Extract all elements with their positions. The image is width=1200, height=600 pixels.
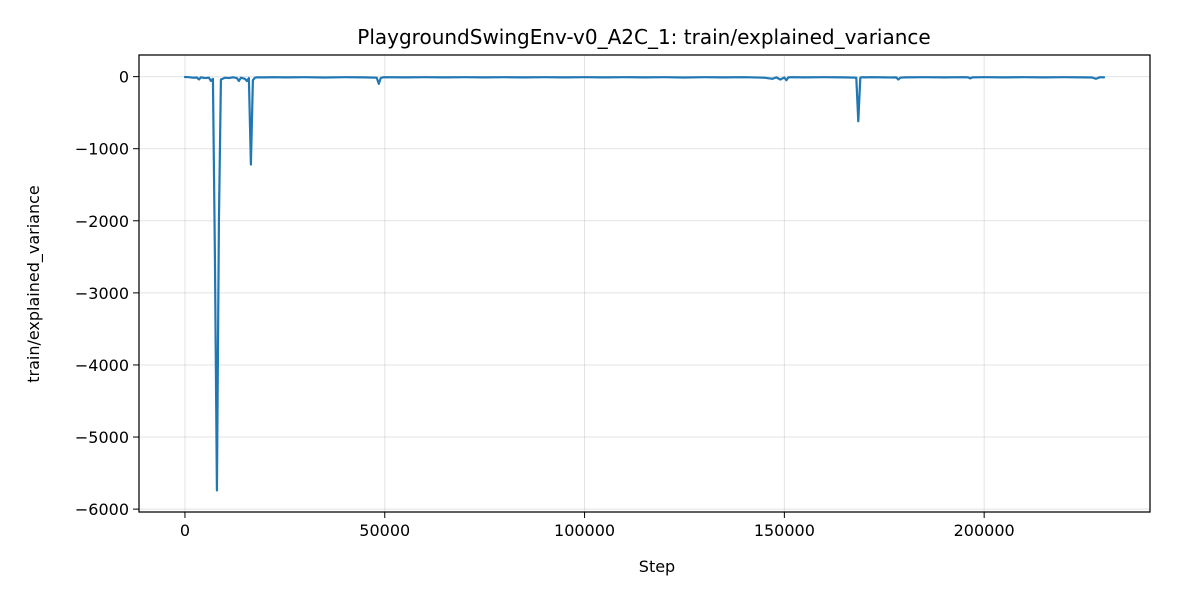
y-tick-label: 0 <box>119 68 129 87</box>
series-line-0 <box>183 75 1106 492</box>
y-tick-label: −1000 <box>75 140 129 159</box>
x-tick-label: 50000 <box>359 521 410 540</box>
series-layer <box>183 75 1106 492</box>
plot-frame <box>138 54 1151 513</box>
chart-title: PlaygroundSwingEnv-v0_A2C_1: train/expla… <box>357 25 930 49</box>
y-tick-label: −5000 <box>75 428 129 447</box>
x-tick-label: 0 <box>180 521 190 540</box>
y-tick-label: −2000 <box>75 212 129 231</box>
x-tick-label: 100000 <box>554 521 615 540</box>
y-tick-label: −6000 <box>75 500 129 519</box>
x-axis-label: Step <box>639 557 675 576</box>
y-tick-label: −3000 <box>75 284 129 303</box>
ticks-layer: 0 50000 100000 150000 200000 0 −1000 −2000 −3000… <box>75 68 1015 540</box>
x-tick-label: 150000 <box>754 521 815 540</box>
x-tick-label: 200000 <box>954 521 1015 540</box>
y-axis-label: train/explained_variance <box>24 185 44 383</box>
y-tick-label: −4000 <box>75 356 129 375</box>
